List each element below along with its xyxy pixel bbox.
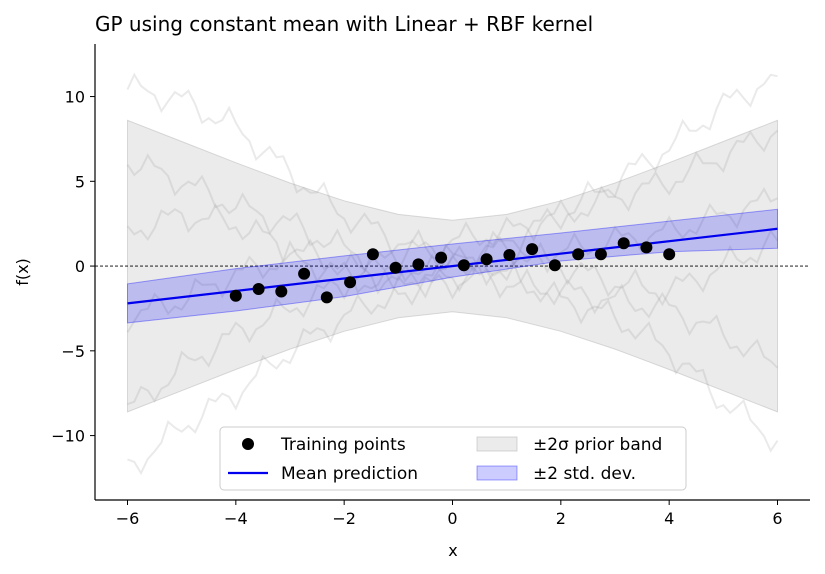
training-point (503, 249, 516, 261)
x-tick-label: −4 (224, 509, 248, 528)
training-point (526, 243, 539, 256)
legend-marker-posterior-band (476, 465, 518, 481)
training-point (435, 251, 448, 264)
prior-sample-line (127, 129, 779, 406)
y-tick-label: −5 (61, 342, 85, 361)
training-point (344, 276, 357, 289)
legend-label-training-points: Training points (280, 435, 406, 455)
x-axis-label: x (448, 541, 457, 560)
y-tick-label: 5 (75, 172, 85, 191)
training-point (252, 283, 265, 295)
legend-frame (219, 426, 687, 491)
training-point (229, 289, 242, 302)
prior-sample-line (126, 186, 778, 333)
prior-sample-line (127, 73, 778, 476)
legend-marker-training-points (242, 438, 254, 450)
training-point (572, 248, 585, 261)
legend-label-posterior-band: ±2 std. dev. (533, 464, 636, 484)
x-tick-label: −6 (116, 509, 140, 528)
training-point (594, 248, 607, 261)
legend-label-mean-prediction: Mean prediction (281, 464, 418, 484)
training-point (389, 261, 402, 274)
x-tick-label: 6 (772, 509, 782, 528)
training-point (298, 267, 311, 280)
legend-marker-prior-band (476, 436, 518, 452)
axes: −6 −4 −2 0 2 4 6 −10 −5 0 5 10 (51, 44, 810, 528)
training-point (412, 258, 425, 271)
training-point (617, 237, 630, 250)
chart-title: GP using constant mean with Linear + RBF… (95, 12, 593, 36)
y-tick-label: 0 (75, 257, 85, 276)
training-point (640, 241, 653, 254)
x-tick-label: 2 (556, 509, 566, 528)
y-tick-label: 10 (65, 88, 85, 107)
prior-sample-line (126, 72, 779, 453)
training-point (663, 248, 676, 261)
y-tick-label: −10 (51, 427, 85, 446)
x-tick-label: 0 (447, 509, 457, 528)
training-point (275, 285, 288, 298)
legend-label-prior-band: ±2σ prior band (533, 435, 662, 455)
plot-area (95, 72, 810, 476)
training-point (320, 291, 333, 304)
x-tick-label: 4 (664, 509, 674, 528)
training-point (457, 259, 470, 272)
training-point (366, 248, 379, 261)
prior-sample-line (126, 153, 779, 369)
prior-sample-line (126, 203, 779, 307)
x-tick-label: −2 (332, 509, 356, 528)
legend: Training points Mean prediction ±2σ prio… (219, 426, 687, 491)
training-point (548, 259, 561, 272)
y-axis-label: f(x) (13, 258, 32, 286)
training-point (480, 253, 493, 266)
